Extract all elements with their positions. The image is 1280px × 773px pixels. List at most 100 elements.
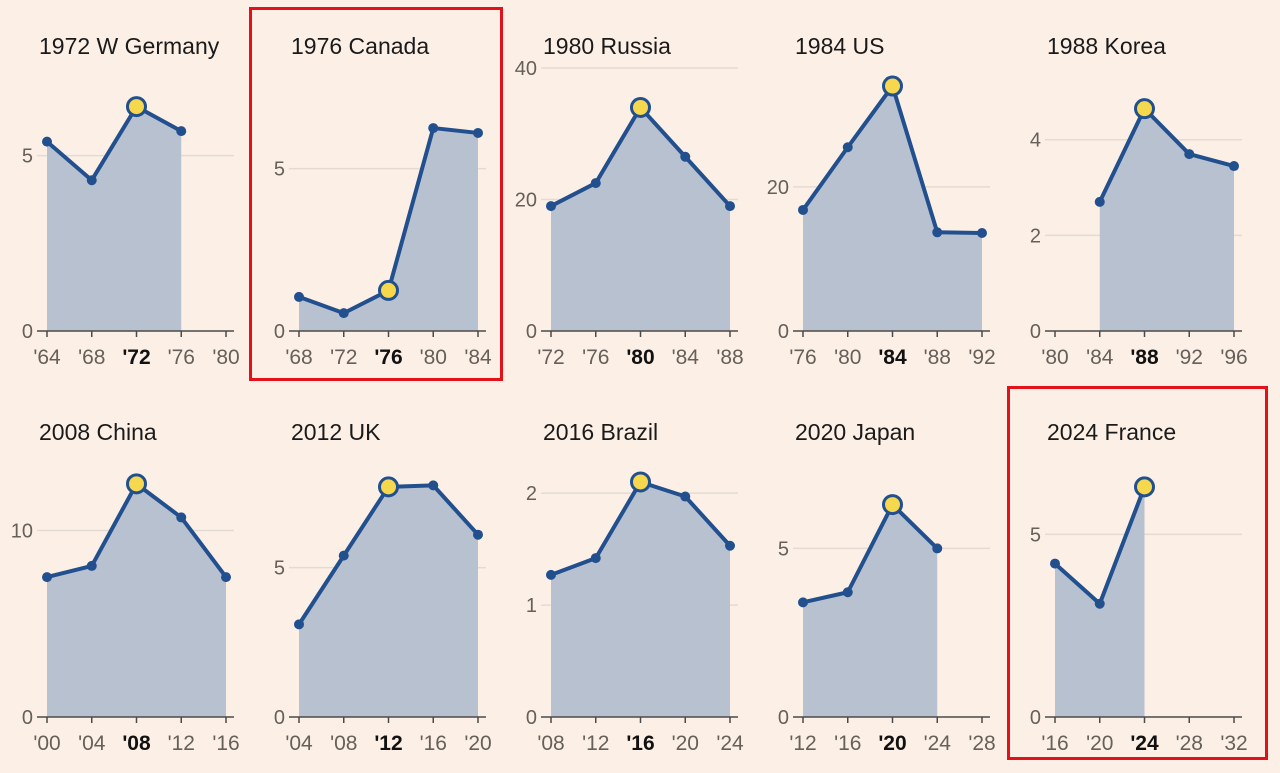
- y-tick-label: 10: [11, 520, 33, 542]
- data-point: [842, 587, 853, 598]
- x-tick-label: '12: [168, 732, 195, 755]
- x-tick-label: '96: [1220, 346, 1247, 369]
- area-fill: [1099, 108, 1234, 332]
- x-tick-label: '72: [537, 346, 564, 369]
- host-year-label: '76: [374, 346, 402, 369]
- area-fill: [551, 481, 730, 717]
- y-tick-label: 0: [22, 321, 33, 343]
- data-point: [176, 126, 187, 137]
- chart-title: 1988 Korea: [1047, 33, 1166, 59]
- x-tick-label: '12: [582, 732, 609, 755]
- chart-plot: 0 5 '64 '68 '72 '76 '80: [22, 96, 240, 369]
- host-year-label: '72: [122, 346, 150, 369]
- data-point: [725, 540, 735, 551]
- chart-panel: 2016 Brazil 0 1 2 '08 '12 '16 '20 '24: [504, 386, 756, 772]
- x-tick-label: '32: [1220, 732, 1247, 755]
- data-point: [932, 543, 943, 554]
- y-tick-label: 5: [274, 558, 285, 580]
- y-tick-label: 0: [526, 321, 537, 343]
- x-tick-label: '08: [330, 732, 357, 755]
- x-tick-label: '20: [1086, 732, 1113, 755]
- data-point: [680, 491, 691, 502]
- data-point: [294, 619, 304, 630]
- y-tick-label: 0: [274, 707, 285, 729]
- chart-plot: 0 5 '04 '08 '12 '16 '20: [274, 476, 492, 755]
- host-year-label: '20: [878, 732, 906, 755]
- x-tick-label: '80: [420, 346, 447, 369]
- x-tick-label: '72: [330, 346, 357, 369]
- y-tick-label: 2: [1030, 225, 1041, 247]
- chart-title: 1980 Russia: [543, 33, 671, 59]
- chart-title: 1976 Canada: [291, 33, 430, 59]
- chart-plot: 0 5 '12 '16 '20 '24 '28: [778, 494, 996, 755]
- y-tick-label: 1: [526, 595, 537, 617]
- x-tick-label: '16: [420, 732, 447, 755]
- y-tick-label: 0: [274, 321, 285, 343]
- y-tick-label: 5: [1030, 524, 1041, 546]
- y-tick-label: 0: [778, 707, 789, 729]
- data-point: [590, 553, 601, 564]
- data-point: [221, 572, 231, 583]
- data-point: [1050, 558, 1060, 569]
- chart-plot: 0 5 '16 '20 '24 '28 '32: [1030, 476, 1248, 755]
- data-point: [1094, 598, 1105, 609]
- y-tick-label: 5: [22, 146, 33, 168]
- y-tick-label: 20: [767, 177, 789, 199]
- y-tick-label: 0: [1030, 707, 1041, 729]
- data-line: [801, 502, 940, 605]
- x-tick-label: '28: [968, 732, 995, 755]
- data-point: [977, 228, 987, 239]
- chart-plot: 0 10 '00 '04 '08 '12 '16: [11, 473, 240, 755]
- host-year-point: [630, 96, 651, 118]
- host-year-label: '84: [878, 346, 907, 369]
- area-fill: [299, 128, 478, 331]
- data-point: [176, 512, 187, 523]
- x-tick-label: '20: [464, 732, 491, 755]
- data-point: [473, 529, 483, 540]
- x-tick-label: '24: [924, 732, 952, 755]
- data-point: [590, 178, 601, 189]
- x-tick-label: '68: [78, 346, 105, 369]
- x-tick-label: '88: [924, 346, 951, 369]
- y-tick-label: 5: [778, 538, 789, 560]
- data-point: [1184, 149, 1195, 160]
- host-year-label: '24: [1130, 732, 1159, 755]
- data-point: [680, 151, 691, 162]
- area-fill: [47, 106, 182, 331]
- data-point: [42, 136, 52, 147]
- data-point: [338, 308, 349, 319]
- x-tick-label: '84: [1086, 346, 1114, 369]
- x-tick-label: '84: [464, 346, 492, 369]
- data-point: [842, 142, 853, 153]
- area-fill: [299, 485, 478, 717]
- y-tick-label: 20: [515, 190, 537, 212]
- y-tick-label: 0: [526, 707, 537, 729]
- host-year-point: [378, 279, 399, 301]
- x-tick-label: '24: [716, 732, 744, 755]
- data-point: [42, 572, 52, 583]
- chart-title: 2016 Brazil: [543, 419, 659, 445]
- x-tick-label: '76: [582, 346, 609, 369]
- host-year-point: [126, 473, 147, 495]
- highlight-frame: [249, 7, 503, 381]
- host-year-label: '12: [374, 732, 402, 755]
- chart-panel: 2020 Japan 0 5 '12 '16 '20 '24 '28: [756, 386, 1008, 772]
- host-year-point: [378, 476, 399, 498]
- chart-plot: 0 20 40 '72 '76 '80 '84 '88: [515, 58, 744, 369]
- chart-title: 2012 UK: [291, 419, 381, 445]
- data-point: [428, 480, 439, 491]
- y-tick-label: 0: [22, 707, 33, 729]
- data-point: [86, 175, 97, 186]
- area-fill: [47, 483, 226, 717]
- x-tick-label: '20: [672, 732, 699, 755]
- chart-panel: 1976 Canada 0 5 '68 '72 '76 '80 '84: [252, 0, 504, 386]
- data-point: [932, 227, 943, 238]
- data-point: [798, 204, 808, 215]
- data-point: [473, 127, 483, 138]
- chart-plot: 0 20 '76 '80 '84 '88 '92: [767, 75, 996, 369]
- host-year-point: [882, 494, 903, 516]
- host-year-label: '80: [626, 346, 654, 369]
- area-fill: [1055, 486, 1145, 717]
- data-point: [428, 123, 439, 134]
